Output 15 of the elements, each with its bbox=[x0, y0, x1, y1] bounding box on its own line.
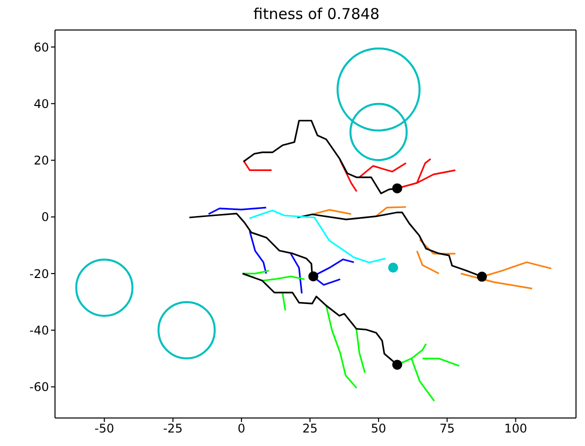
y-tick-label: 0 bbox=[41, 210, 49, 224]
y-tick-label: 40 bbox=[34, 96, 49, 111]
x-tick-label: -25 bbox=[163, 422, 183, 436]
x-tick-label: -50 bbox=[94, 422, 114, 436]
y-tick-label: 60 bbox=[34, 40, 49, 54]
chart-title: fitness of 0.7848 bbox=[252, 5, 381, 23]
y-tick-label: -20 bbox=[29, 266, 49, 281]
x-tick-label: 100 bbox=[504, 422, 528, 436]
x-tick-label: 0 bbox=[238, 422, 246, 436]
x-tick-label: 75 bbox=[439, 422, 455, 436]
x-tick-label: 25 bbox=[302, 422, 318, 436]
y-tick-label: 20 bbox=[34, 154, 49, 168]
y-tick-label: -60 bbox=[29, 380, 49, 394]
y-tick-label: -40 bbox=[29, 323, 49, 338]
x-tick-label: 50 bbox=[370, 422, 386, 436]
